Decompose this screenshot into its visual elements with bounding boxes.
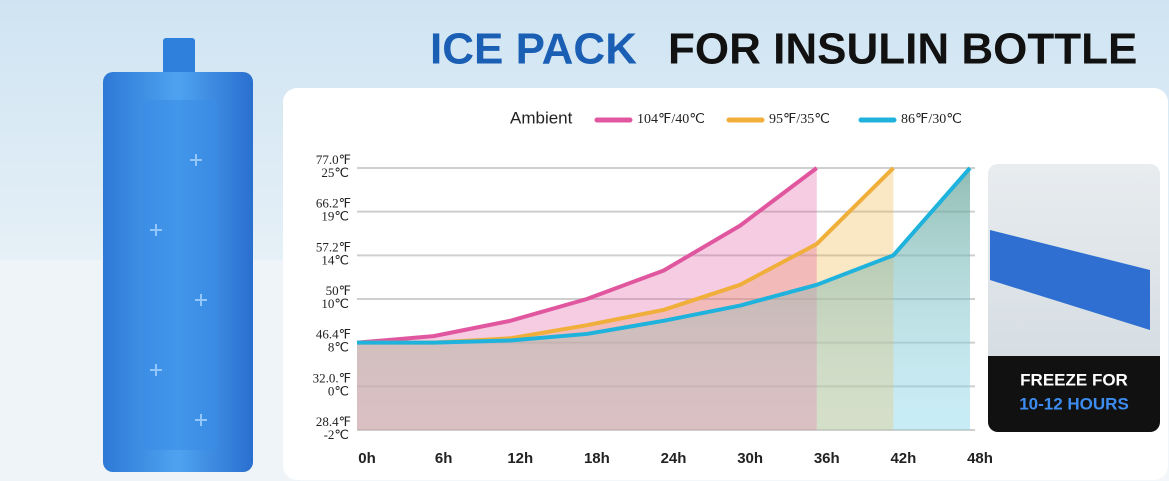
y-tick-label: 25℃ (321, 165, 349, 180)
x-tick-label: 36h (814, 450, 840, 467)
photo (988, 164, 1160, 432)
y-tick-label: 0℃ (328, 383, 349, 398)
title-highlight: ICE PACK (430, 25, 637, 74)
x-tick-label: 12h (507, 450, 533, 467)
callout-line: 10-12 HOURS (1019, 394, 1129, 413)
legend-label: 86℉/30℃ (901, 112, 962, 127)
x-tick-label: 18h (584, 450, 610, 467)
callout-line: FREEZE FOR (1020, 370, 1128, 389)
title: FOR INSULIN BOTTLE (668, 25, 1137, 74)
x-tick-label: 30h (737, 450, 763, 467)
x-tick-label: 6h (435, 450, 453, 467)
x-tick-label: 0h (358, 450, 376, 467)
legend-title: Ambient (510, 108, 573, 127)
y-tick-label: 19℃ (321, 209, 349, 224)
y-tick-label: 10℃ (321, 296, 349, 311)
x-tick-label: 42h (890, 450, 916, 467)
y-tick-label: 8℃ (328, 340, 349, 355)
legend-label: 95℉/35℃ (769, 112, 830, 127)
chart: ICE PACK FOR INSULIN BOTTLE Ambient FREE… (0, 0, 1169, 481)
legend-label: 104℉/40℃ (637, 112, 705, 127)
y-tick-label: 14℃ (321, 252, 349, 267)
y-tick-label: -2℃ (324, 427, 349, 442)
x-tick-label: 24h (661, 450, 687, 467)
page: ICE PACK FOR INSULIN BOTTLE Ambient FREE… (0, 0, 1169, 481)
x-tick-label: 48h (967, 450, 993, 467)
ice-pack (103, 38, 253, 472)
